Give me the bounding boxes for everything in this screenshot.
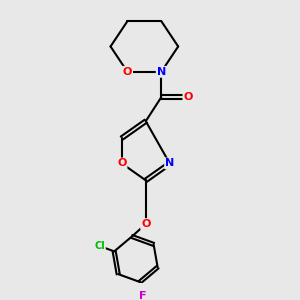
Text: N: N bbox=[157, 67, 166, 77]
Text: F: F bbox=[139, 291, 146, 300]
Text: O: O bbox=[141, 219, 151, 229]
Text: O: O bbox=[183, 92, 193, 102]
Text: O: O bbox=[123, 67, 132, 77]
Text: O: O bbox=[117, 158, 127, 168]
Text: N: N bbox=[165, 158, 174, 168]
Text: Cl: Cl bbox=[94, 241, 105, 251]
